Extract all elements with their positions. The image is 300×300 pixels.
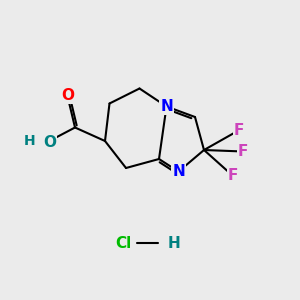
Text: F: F bbox=[227, 168, 238, 183]
Text: O: O bbox=[61, 88, 74, 104]
Text: N: N bbox=[172, 164, 185, 179]
Text: Cl: Cl bbox=[115, 236, 131, 250]
Text: F: F bbox=[233, 123, 244, 138]
Text: H: H bbox=[168, 236, 180, 250]
Text: O: O bbox=[44, 135, 57, 150]
Text: F: F bbox=[238, 144, 248, 159]
Text: N: N bbox=[160, 99, 173, 114]
Text: H: H bbox=[24, 134, 36, 148]
